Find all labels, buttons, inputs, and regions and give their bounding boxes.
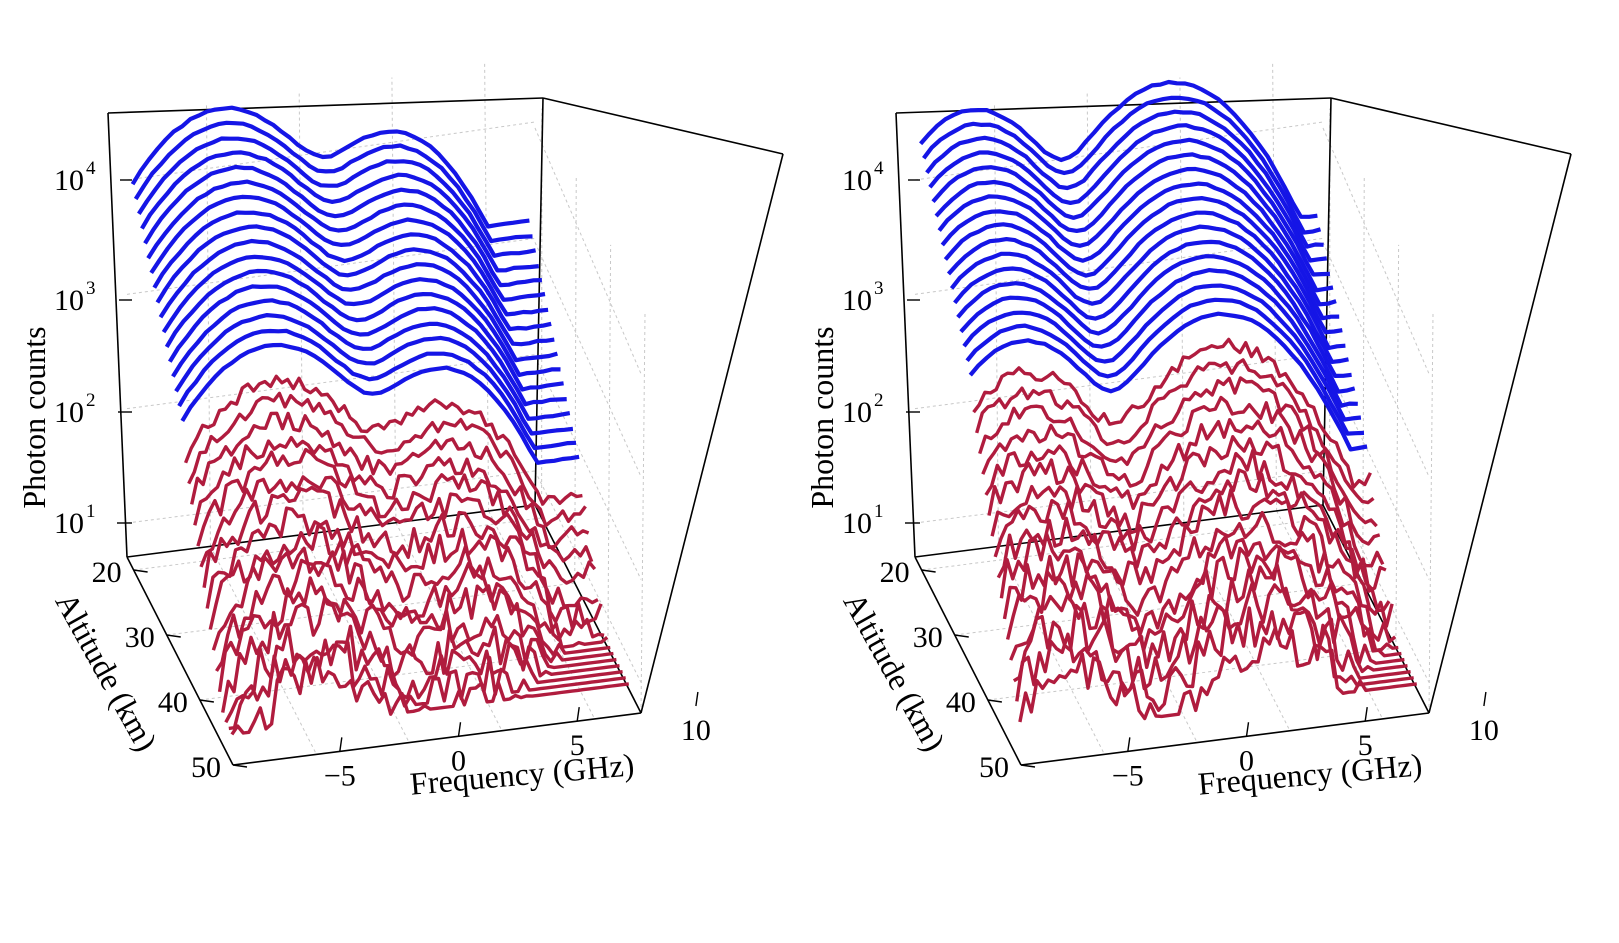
frequency-tick-label: 10: [681, 714, 711, 747]
box-edge: [1331, 98, 1571, 154]
altitude-tick-label: 40: [946, 686, 976, 719]
grid-line: [1396, 245, 1399, 648]
frequency-tick-mark: [459, 722, 461, 736]
altitude-tick-mark: [1021, 765, 1035, 767]
z-tick-exponent: 3: [874, 278, 884, 299]
z-tick-base: 10: [54, 164, 84, 197]
z-tick-base: 10: [842, 396, 872, 429]
altitude-tick-mark: [988, 700, 1002, 702]
frequency-tick-label: −5: [324, 759, 356, 792]
z-tick-exponent: 4: [86, 158, 96, 179]
box-edge: [1429, 154, 1571, 713]
altitude-tick-label: 30: [913, 621, 943, 654]
altitude-tick-mark: [134, 570, 148, 572]
frequency-axis-label: Frequency (GHz): [409, 746, 636, 801]
altitude-tick-mark: [955, 635, 969, 637]
frequency-tick-mark: [1484, 692, 1486, 706]
frequency-tick-mark: [696, 692, 698, 706]
frequency-tick-mark: [1247, 722, 1249, 736]
altitude-tick-label: 20: [880, 556, 910, 589]
grid-line: [994, 105, 998, 547]
z-tick-exponent: 2: [874, 390, 884, 411]
box-edge: [108, 98, 543, 113]
z-tick-base: 10: [842, 284, 872, 317]
altitude-tick-mark: [922, 570, 936, 572]
frequency-tick-mark: [577, 707, 579, 721]
z-tick-base: 10: [842, 164, 872, 197]
box-edge: [641, 154, 783, 713]
grid-line: [206, 105, 210, 547]
z-axis-label: Photon counts: [804, 326, 840, 508]
altitude-axis-label: Altitude (km): [48, 586, 164, 757]
z-tick-base: 10: [842, 507, 872, 540]
frequency-tick-mark: [1365, 707, 1367, 721]
z-tick-exponent: 2: [86, 390, 96, 411]
z-tick-exponent: 1: [874, 501, 884, 522]
altitude-axis-label: Altitude (km): [836, 586, 952, 757]
altitude-tick-mark: [200, 700, 214, 702]
altitude-tick-label: 30: [125, 621, 155, 654]
altitude-tick-label: 40: [158, 686, 188, 719]
frequency-tick-mark: [340, 737, 342, 751]
frequency-axis-label: Frequency (GHz): [1197, 746, 1424, 801]
grid-line: [535, 128, 641, 374]
z-axis-label: Photon counts: [16, 326, 52, 508]
z-tick-exponent: 1: [86, 501, 96, 522]
z-tick-base: 10: [54, 507, 84, 540]
z-tick-exponent: 3: [86, 278, 96, 299]
grid-line: [1429, 313, 1433, 713]
grid-line: [608, 245, 611, 648]
z-tick-base: 10: [54, 284, 84, 317]
frequency-tick-label: −5: [1112, 759, 1144, 792]
grid-line: [575, 177, 577, 583]
frequency-tick-mark: [1128, 737, 1130, 751]
frequency-tick-label: 10: [1469, 714, 1499, 747]
grid-line: [535, 242, 641, 476]
altitude-tick-label: 50: [191, 751, 221, 784]
z-tick-exponent: 4: [874, 158, 884, 179]
altitude-tick-label: 50: [979, 751, 1009, 784]
grid-line: [1323, 128, 1429, 374]
spectrum-line-red: [1017, 608, 1414, 710]
altitude-tick-mark: [233, 765, 247, 767]
altitude-tick-label: 20: [92, 556, 122, 589]
z-tick-base: 10: [54, 396, 84, 429]
grid-line: [641, 313, 645, 713]
box-edge: [543, 98, 783, 154]
altitude-tick-mark: [167, 635, 181, 637]
